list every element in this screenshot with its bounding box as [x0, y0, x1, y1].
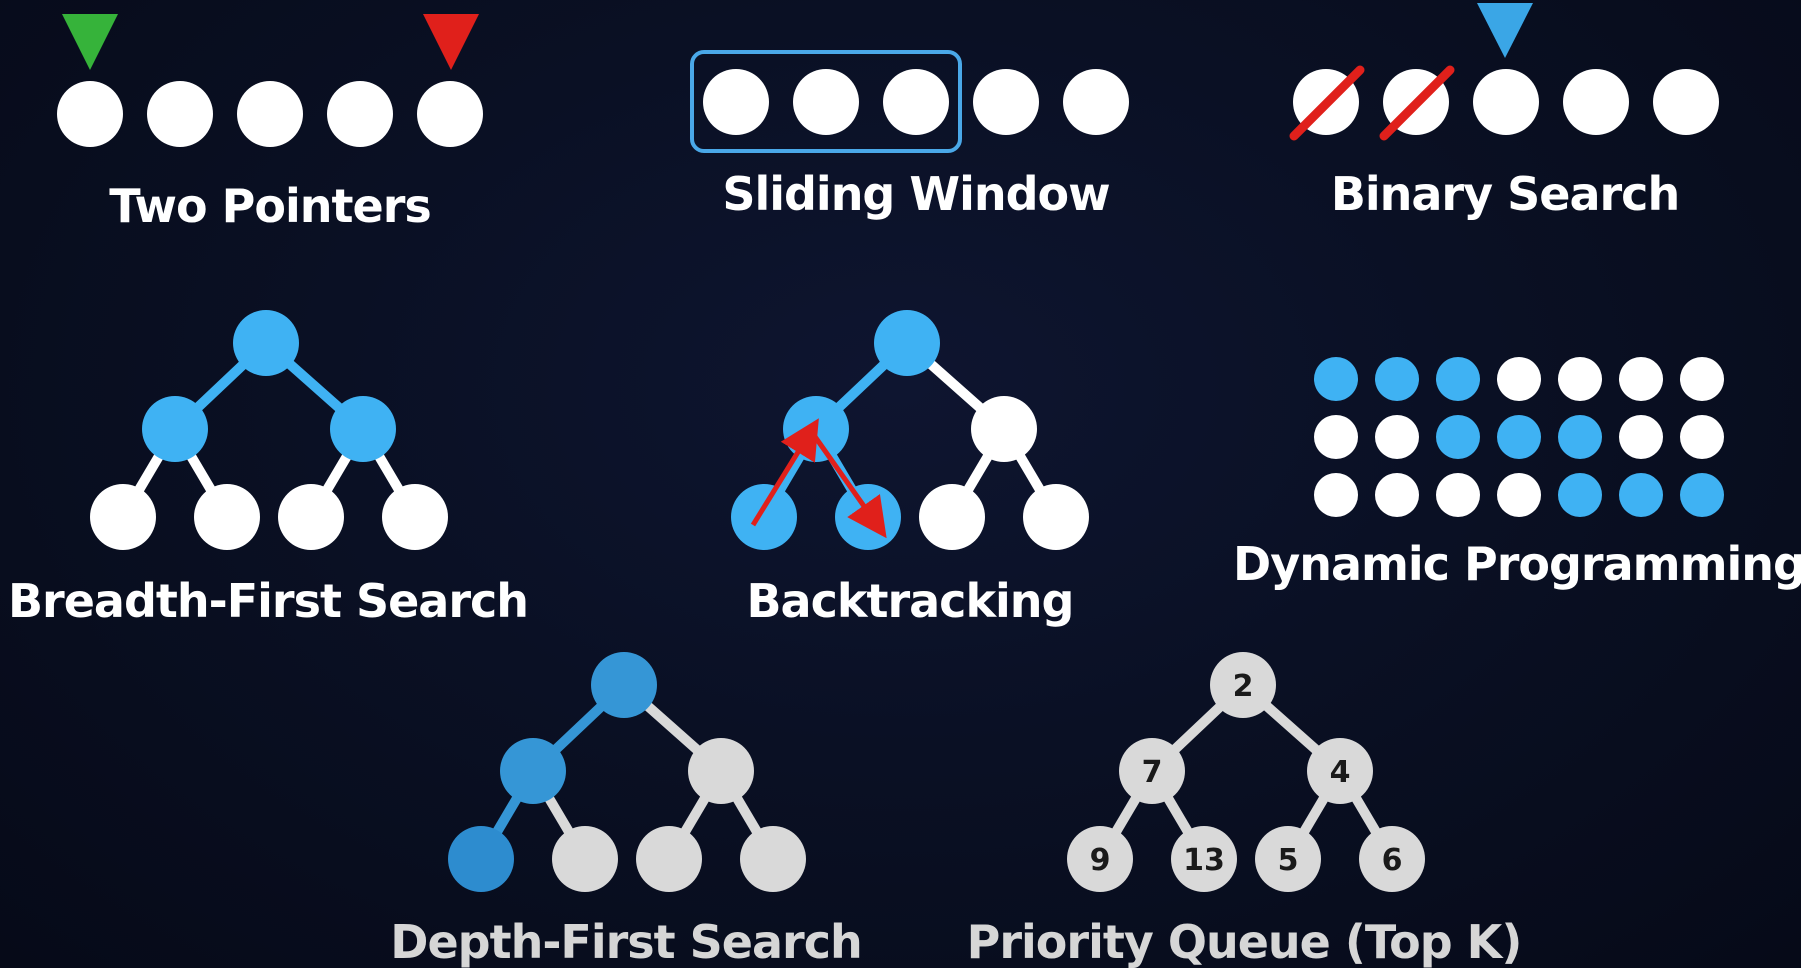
- tree-node: [1359, 826, 1425, 892]
- tree-node: [194, 484, 260, 550]
- dynamic-programming-group: Dynamic Programming: [1233, 357, 1801, 591]
- tree-node: [591, 652, 657, 718]
- dp-cell: [1375, 415, 1419, 459]
- dp-cell: [1314, 357, 1358, 401]
- heap-value: 7: [1142, 755, 1163, 790]
- tree-node: [233, 310, 299, 376]
- priority-queue-heap: 2 7 4 9 13 5 6: [1067, 652, 1425, 892]
- heap-value: 5: [1278, 843, 1299, 878]
- tree-node: [919, 484, 985, 550]
- tree-node: [835, 484, 901, 550]
- dfs-group: Depth-First Search: [390, 652, 863, 968]
- backtracking-label: Backtracking: [747, 574, 1074, 628]
- tree-node: [90, 484, 156, 550]
- tree-node: [1210, 652, 1276, 718]
- dp-cell: [1680, 415, 1724, 459]
- dfs-tree: [448, 652, 806, 892]
- dp-cell: [1314, 473, 1358, 517]
- sliding-window-array: [703, 69, 1129, 135]
- tree-node: [731, 484, 797, 550]
- array-node: [417, 81, 483, 147]
- tree-node: [1307, 738, 1373, 804]
- priority-queue-label: Priority Queue (Top K): [967, 915, 1522, 968]
- backtracking-tree: [731, 310, 1089, 550]
- priority-queue-group: 2 7 4 9 13 5 6 Priority Queue (Top K): [967, 652, 1522, 968]
- blue-triangle-icon: [1477, 3, 1533, 58]
- array-node: [973, 69, 1039, 135]
- array-node: [1473, 69, 1539, 135]
- dp-grid: [1314, 357, 1724, 517]
- binary-search-label: Binary Search: [1331, 167, 1679, 221]
- tree-node: [636, 826, 702, 892]
- red-triangle-icon: [423, 14, 479, 70]
- tree-node: [783, 396, 849, 462]
- array-node: [703, 69, 769, 135]
- dp-cell: [1680, 473, 1724, 517]
- two-pointers-group: Two Pointers: [57, 14, 483, 233]
- array-node: [147, 81, 213, 147]
- array-node: [327, 81, 393, 147]
- dp-cell: [1619, 473, 1663, 517]
- dp-cell: [1558, 415, 1602, 459]
- bfs-tree: [90, 310, 448, 550]
- dfs-label: Depth-First Search: [390, 915, 861, 968]
- tree-node: [278, 484, 344, 550]
- dp-cell: [1436, 415, 1480, 459]
- dp-cell: [1436, 357, 1480, 401]
- tree-node: [382, 484, 448, 550]
- tree-node: [971, 396, 1037, 462]
- binary-search-group: Binary Search: [1289, 3, 1719, 221]
- heap-value: 13: [1183, 843, 1225, 878]
- dp-cell: [1619, 415, 1663, 459]
- tree-node: [740, 826, 806, 892]
- dp-cell: [1436, 473, 1480, 517]
- array-node: [793, 69, 859, 135]
- tree-node: [1255, 826, 1321, 892]
- array-node: [1063, 69, 1129, 135]
- tree-node: [874, 310, 940, 376]
- tree-node: [1067, 826, 1133, 892]
- heap-value: 2: [1233, 669, 1254, 704]
- sliding-window-group: Sliding Window: [690, 50, 1129, 221]
- tree-node: [688, 738, 754, 804]
- backtracking-group: Backtracking: [731, 310, 1089, 628]
- dp-cell: [1497, 357, 1541, 401]
- bfs-label: Breadth-First Search: [8, 574, 528, 628]
- sliding-window-frame: [690, 50, 962, 153]
- dp-cell: [1375, 473, 1419, 517]
- tree-node: [1171, 826, 1237, 892]
- tree-node: [330, 396, 396, 462]
- dp-cell: [1680, 357, 1724, 401]
- array-node: [1653, 69, 1719, 135]
- tree-node: [142, 396, 208, 462]
- dp-cell: [1375, 357, 1419, 401]
- dp-cell: [1497, 473, 1541, 517]
- array-node: [237, 81, 303, 147]
- green-triangle-icon: [62, 14, 118, 70]
- array-node: [883, 69, 949, 135]
- heap-value: 9: [1090, 843, 1111, 878]
- heap-value: 4: [1330, 755, 1351, 790]
- array-node: [57, 81, 123, 147]
- dp-cell: [1558, 357, 1602, 401]
- heap-value: 6: [1382, 843, 1403, 878]
- tree-node: [1119, 738, 1185, 804]
- sliding-window-label: Sliding Window: [722, 167, 1109, 221]
- bfs-group: Breadth-First Search: [8, 310, 529, 628]
- dp-cell: [1497, 415, 1541, 459]
- dp-cell: [1619, 357, 1663, 401]
- tree-node: [552, 826, 618, 892]
- two-pointers-array: [57, 81, 483, 147]
- tree-node: [448, 826, 514, 892]
- strike-icon: [1289, 65, 1455, 141]
- dp-cell: [1558, 473, 1602, 517]
- array-node: [1563, 69, 1629, 135]
- tree-node: [500, 738, 566, 804]
- two-pointers-label: Two Pointers: [109, 179, 431, 233]
- tree-node: [1023, 484, 1089, 550]
- red-arrow-icon: [750, 418, 887, 539]
- dynamic-programming-label: Dynamic Programming: [1233, 537, 1801, 591]
- dp-cell: [1314, 415, 1358, 459]
